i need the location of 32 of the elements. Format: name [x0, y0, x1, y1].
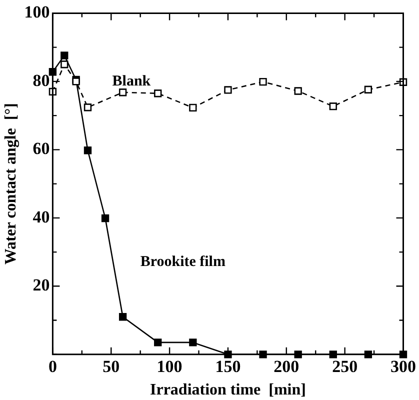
point [154, 338, 162, 346]
point [118, 88, 127, 96]
point [84, 104, 92, 112]
point [189, 104, 197, 112]
x-tick-label: 150 [215, 356, 241, 376]
x-tick-label: 300 [390, 356, 416, 376]
x-axis-title: Irradiation time [min] [150, 382, 306, 399]
x-tick-label: 250 [332, 356, 358, 376]
series-label: Brookite film [140, 254, 226, 270]
point [84, 146, 92, 154]
x-tick-label: 0 [48, 356, 57, 376]
point [294, 87, 302, 95]
point [224, 86, 232, 94]
point [329, 102, 337, 110]
point [259, 78, 267, 86]
x-tick-label: 200 [274, 356, 300, 376]
y-tick-label: 40 [32, 207, 50, 226]
series-label: Blank [112, 73, 152, 90]
x-tick-label: 100 [156, 356, 182, 376]
point [118, 313, 127, 321]
x-tick-label: 50 [102, 356, 120, 376]
y-tick-label: 20 [32, 276, 50, 295]
point [60, 60, 68, 68]
point [364, 86, 372, 94]
point [60, 52, 68, 60]
y-tick-label: 80 [32, 70, 50, 90]
y-axis-title: Water contact angle [°] [2, 102, 20, 265]
point [154, 90, 162, 98]
y-tick-label: 60 [32, 139, 50, 158]
y-tick-label: 100 [24, 2, 50, 22]
point [101, 214, 110, 222]
point [189, 338, 197, 346]
